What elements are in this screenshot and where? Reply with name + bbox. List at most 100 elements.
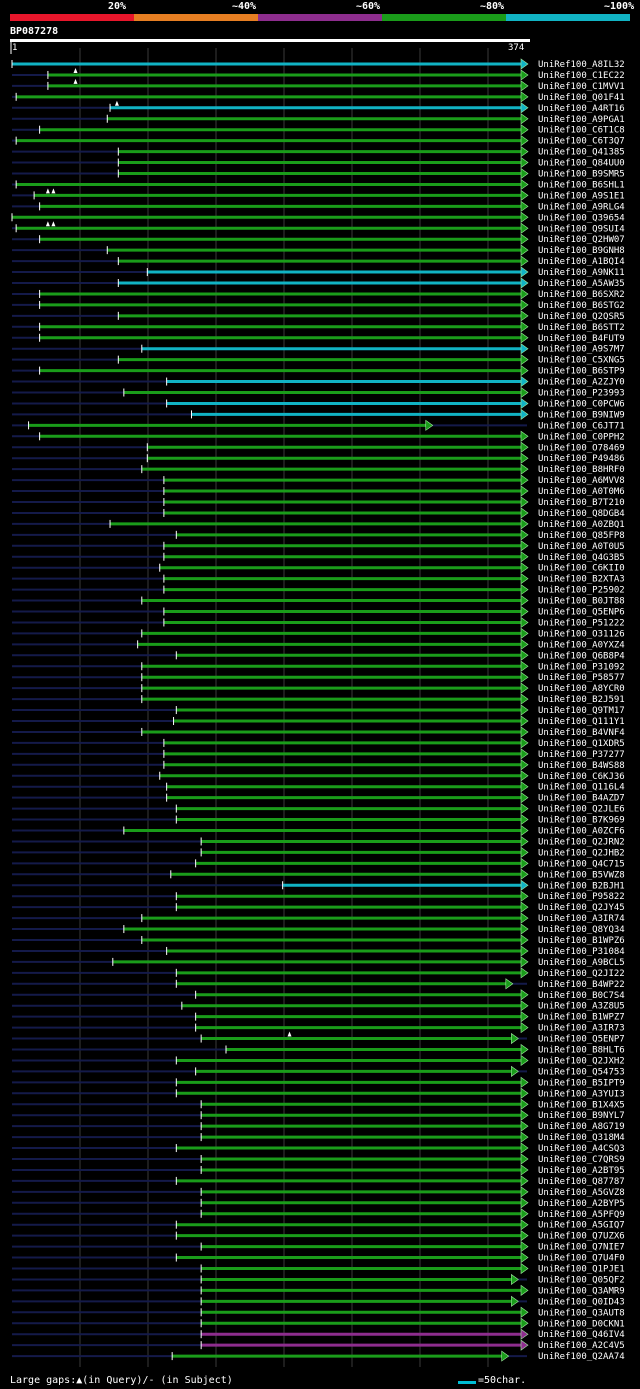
hit-label[interactable]: UniRef100_Q41385 bbox=[538, 148, 625, 158]
hit-label[interactable]: UniRef100_Q8DGB4 bbox=[538, 509, 625, 519]
hit-label[interactable]: UniRef100_A2BT95 bbox=[538, 1166, 625, 1176]
hit-label[interactable]: UniRef100_C0PCW6 bbox=[538, 399, 625, 409]
hit-label[interactable]: UniRef100_Q116L4 bbox=[538, 783, 625, 793]
hit-label[interactable]: UniRef100_Q2JI22 bbox=[538, 969, 625, 979]
hit-label[interactable]: UniRef100_B4WP22 bbox=[538, 980, 625, 990]
hit-label[interactable]: UniRef100_A2ZJY0 bbox=[538, 378, 625, 388]
hit-label[interactable]: UniRef100_P31084 bbox=[538, 947, 625, 957]
hit-label[interactable]: UniRef100_A3YUI3 bbox=[538, 1089, 625, 1099]
hit-label[interactable]: UniRef100_Q54753 bbox=[538, 1067, 625, 1077]
hit-label[interactable]: UniRef100_Q5ENP7 bbox=[538, 1035, 625, 1045]
hit-label[interactable]: UniRef100_A5GVZ8 bbox=[538, 1188, 625, 1198]
hit-label[interactable]: UniRef100_Q85FP8 bbox=[538, 531, 625, 541]
hit-label[interactable]: UniRef100_C6T3Q7 bbox=[538, 137, 625, 147]
hit-label[interactable]: UniRef100_P31092 bbox=[538, 662, 625, 672]
hit-label[interactable]: UniRef100_B6STG2 bbox=[538, 301, 625, 311]
hit-label[interactable]: UniRef100_B8HLT6 bbox=[538, 1046, 625, 1056]
hit-label[interactable]: UniRef100_A4CSQ3 bbox=[538, 1144, 625, 1154]
hit-label[interactable]: UniRef100_C6KJ36 bbox=[538, 772, 625, 782]
hit-label[interactable]: UniRef100_B6SXR2 bbox=[538, 290, 625, 300]
hit-label[interactable]: UniRef100_C1MVV1 bbox=[538, 82, 625, 92]
hit-label[interactable]: UniRef100_A8G719 bbox=[538, 1122, 625, 1132]
hit-label[interactable]: UniRef100_P49486 bbox=[538, 454, 625, 464]
hit-label[interactable]: UniRef100_B1X4X5 bbox=[538, 1100, 625, 1110]
hit-label[interactable]: UniRef100_P58577 bbox=[538, 673, 625, 683]
hit-label[interactable]: UniRef100_Q1PJE1 bbox=[538, 1265, 625, 1275]
hit-label[interactable]: UniRef100_A0ZCF6 bbox=[538, 827, 625, 837]
hit-label[interactable]: UniRef100_A1BQI4 bbox=[538, 257, 625, 267]
hit-label[interactable]: UniRef100_B2BJH1 bbox=[538, 881, 625, 891]
hit-label[interactable]: UniRef100_Q7UZX6 bbox=[538, 1232, 625, 1242]
hit-label[interactable]: UniRef100_Q9SUI4 bbox=[538, 224, 625, 234]
hit-label[interactable]: UniRef100_B7T210 bbox=[538, 498, 625, 508]
hit-label[interactable]: UniRef100_Q7U4F0 bbox=[538, 1254, 625, 1264]
hit-label[interactable]: UniRef100_Q7NIE7 bbox=[538, 1243, 625, 1253]
hit-label[interactable]: UniRef100_B9SMR5 bbox=[538, 170, 625, 180]
hit-label[interactable]: UniRef100_B0C7S4 bbox=[538, 991, 625, 1001]
hit-label[interactable]: UniRef100_P25902 bbox=[538, 586, 625, 596]
hit-label[interactable]: UniRef100_B4VNF4 bbox=[538, 728, 625, 738]
hit-label[interactable]: UniRef100_A8IL32 bbox=[538, 60, 625, 70]
hit-label[interactable]: UniRef100_B5VWZ8 bbox=[538, 870, 625, 880]
hit-label[interactable]: UniRef100_Q2JHB2 bbox=[538, 848, 625, 858]
hit-label[interactable]: UniRef100_A9PGA1 bbox=[538, 115, 625, 125]
hit-label[interactable]: UniRef100_A3IR73 bbox=[538, 1024, 625, 1034]
hit-label[interactable]: UniRef100_C6KII0 bbox=[538, 564, 625, 574]
hit-label[interactable]: UniRef100_C6JT71 bbox=[538, 421, 625, 431]
hit-label[interactable]: UniRef100_Q2QSR5 bbox=[538, 312, 625, 322]
hit-label[interactable]: UniRef100_Q2AA74 bbox=[538, 1352, 625, 1362]
hit-label[interactable]: UniRef100_Q2JY45 bbox=[538, 903, 625, 913]
hit-label[interactable]: UniRef100_Q8YQ34 bbox=[538, 925, 625, 935]
hit-label[interactable]: UniRef100_B7K969 bbox=[538, 816, 625, 826]
hit-label[interactable]: UniRef100_A3IR74 bbox=[538, 914, 625, 924]
hit-label[interactable]: UniRef100_Q1XDR5 bbox=[538, 739, 625, 749]
hit-label[interactable]: UniRef100_B9GNH8 bbox=[538, 246, 625, 256]
hit-label[interactable]: UniRef100_P95822 bbox=[538, 892, 625, 902]
hit-label[interactable]: UniRef100_A0T0M6 bbox=[538, 487, 625, 497]
hit-label[interactable]: UniRef100_O31126 bbox=[538, 629, 625, 639]
hit-label[interactable]: UniRef100_B6SHL1 bbox=[538, 180, 625, 190]
hit-label[interactable]: UniRef100_A9NK11 bbox=[538, 268, 625, 278]
hit-label[interactable]: UniRef100_Q0ID43 bbox=[538, 1297, 625, 1307]
hit-label[interactable]: UniRef100_B1WPZ7 bbox=[538, 1013, 625, 1023]
hit-label[interactable]: UniRef100_B4WS88 bbox=[538, 761, 625, 771]
hit-label[interactable]: UniRef100_D0CKN1 bbox=[538, 1319, 625, 1329]
hit-label[interactable]: UniRef100_O78469 bbox=[538, 443, 625, 453]
hit-label[interactable]: UniRef100_P51222 bbox=[538, 618, 625, 628]
hit-label[interactable]: UniRef100_A3Z8U5 bbox=[538, 1002, 625, 1012]
hit-label[interactable]: UniRef100_B4AZD7 bbox=[538, 794, 625, 804]
hit-label[interactable]: UniRef100_B9NIW9 bbox=[538, 410, 625, 420]
hit-label[interactable]: UniRef100_Q3AMR9 bbox=[538, 1286, 625, 1296]
hit-label[interactable]: UniRef100_C6T1C8 bbox=[538, 126, 625, 136]
hit-label[interactable]: UniRef100_Q87787 bbox=[538, 1177, 625, 1187]
hit-label[interactable]: UniRef100_C0PPH2 bbox=[538, 432, 625, 442]
hit-label[interactable]: UniRef100_A2C4V5 bbox=[538, 1341, 625, 1351]
hit-label[interactable]: UniRef100_C5XNG5 bbox=[538, 356, 625, 366]
hit-label[interactable]: UniRef100_B0JT88 bbox=[538, 597, 625, 607]
hit-label[interactable]: UniRef100_Q05QF2 bbox=[538, 1275, 625, 1285]
hit-label[interactable]: UniRef100_A5AW35 bbox=[538, 279, 625, 289]
hit-label[interactable]: UniRef100_A9S1E1 bbox=[538, 191, 625, 201]
hit-label[interactable]: UniRef100_A9BCL5 bbox=[538, 958, 625, 968]
hit-label[interactable]: UniRef100_B4FUT9 bbox=[538, 334, 625, 344]
hit-label[interactable]: UniRef100_A5PFQ9 bbox=[538, 1210, 625, 1220]
hit-label[interactable]: UniRef100_B9NYL7 bbox=[538, 1111, 625, 1121]
hit-label[interactable]: UniRef100_A2BYP5 bbox=[538, 1199, 625, 1209]
hit-label[interactable]: UniRef100_Q46IV4 bbox=[538, 1330, 625, 1340]
hit-label[interactable]: UniRef100_A6MVV8 bbox=[538, 476, 625, 486]
hit-label[interactable]: UniRef100_B2XTA3 bbox=[538, 575, 625, 585]
hit-label[interactable]: UniRef100_B8HRF0 bbox=[538, 465, 625, 475]
hit-label[interactable]: UniRef100_A4RT16 bbox=[538, 104, 625, 114]
hit-label[interactable]: UniRef100_A9S7M7 bbox=[538, 345, 625, 355]
hit-label[interactable]: UniRef100_Q84UU0 bbox=[538, 159, 625, 169]
hit-label[interactable]: UniRef100_Q2HW07 bbox=[538, 235, 625, 245]
hit-label[interactable]: UniRef100_Q9TM17 bbox=[538, 706, 625, 716]
hit-label[interactable]: UniRef100_C1EC22 bbox=[538, 71, 625, 81]
hit-label[interactable]: UniRef100_Q4G3B5 bbox=[538, 553, 625, 563]
hit-label[interactable]: UniRef100_A9RLG4 bbox=[538, 202, 625, 212]
hit-label[interactable]: UniRef100_P23993 bbox=[538, 389, 625, 399]
hit-label[interactable]: UniRef100_C7QRS9 bbox=[538, 1155, 625, 1165]
hit-label[interactable]: UniRef100_Q2JXH2 bbox=[538, 1056, 625, 1066]
hit-label[interactable]: UniRef100_Q2JRN2 bbox=[538, 837, 625, 847]
hit-label[interactable]: UniRef100_Q01F41 bbox=[538, 93, 625, 103]
